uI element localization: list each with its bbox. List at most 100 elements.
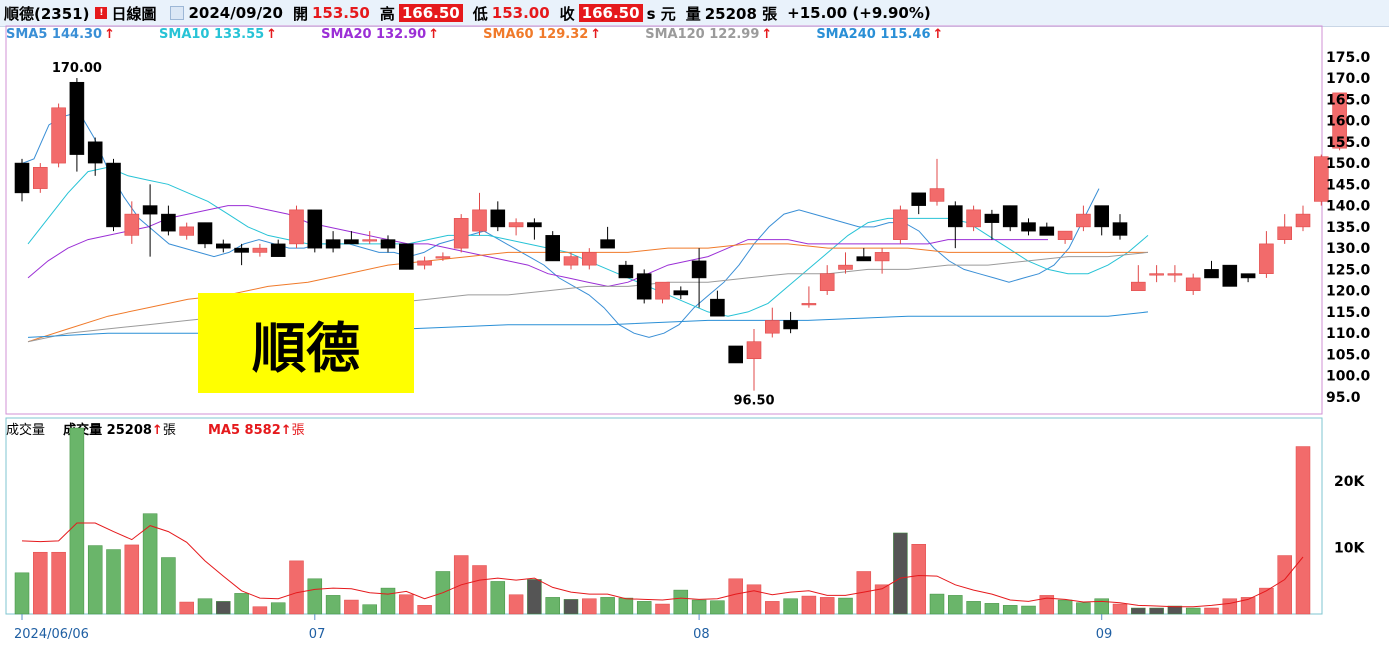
price-panel-frame <box>5 25 1323 415</box>
candle-body <box>764 320 780 334</box>
volume-bar <box>289 560 304 615</box>
candle-body <box>874 252 890 262</box>
candle-body <box>1039 226 1055 236</box>
candle <box>1240 273 1256 283</box>
candle-body <box>51 107 66 164</box>
candle-body <box>1076 213 1091 228</box>
volume-bar <box>1259 587 1274 615</box>
candle-body <box>545 235 561 262</box>
unit-label: s 元 <box>646 4 676 23</box>
chart-type-label[interactable]: 日線圖 <box>111 4 157 23</box>
candle <box>1094 205 1109 236</box>
up-arrow-icon: ↑ <box>761 27 773 42</box>
volume-tick-label: 20K <box>1334 474 1365 490</box>
volume-bar <box>124 544 140 615</box>
candle-body <box>197 222 213 245</box>
ma-legend-label: SMA5 144.30 <box>6 27 103 42</box>
candle <box>69 78 85 172</box>
low-value: 153.00 <box>491 4 550 22</box>
candle <box>1167 265 1183 283</box>
candle-body <box>1259 243 1274 274</box>
volume-panel-frame <box>5 417 1323 615</box>
candle <box>307 209 323 253</box>
candle <box>435 252 451 261</box>
volume-bar <box>1167 605 1183 615</box>
price-tick-label: 175.0 <box>1326 50 1371 66</box>
candle <box>508 218 524 236</box>
volume-bar <box>1021 605 1036 615</box>
candle <box>618 260 634 279</box>
candle-body <box>655 281 670 300</box>
candle-body <box>1240 273 1256 279</box>
volume-bar <box>472 565 487 615</box>
volume-bar <box>325 595 341 615</box>
candle <box>764 307 780 338</box>
volume-bar <box>399 594 414 615</box>
up-arrow-icon: ↑ <box>428 27 440 42</box>
candle <box>1149 265 1164 283</box>
low-label: 低 <box>472 4 488 23</box>
candle <box>1204 260 1219 279</box>
x-tick-label: 08 <box>693 627 710 642</box>
candle <box>1112 214 1128 240</box>
volume-bar <box>600 597 615 615</box>
candle <box>1295 205 1311 232</box>
candle-body <box>32 167 48 189</box>
x-tick-label: 2024/06/06 <box>14 627 89 642</box>
candle-body <box>636 273 652 300</box>
price-tick-label: 165.0 <box>1326 92 1371 108</box>
high-value: 166.50 <box>398 4 463 22</box>
candle <box>398 243 414 270</box>
up-arrow-icon: ↑ <box>280 423 292 438</box>
candle <box>106 158 121 232</box>
candle-body <box>929 188 945 202</box>
price-tick-label: 110.0 <box>1326 326 1371 342</box>
candle <box>1277 214 1292 244</box>
ma-line-sma20 <box>27 205 1048 287</box>
candle <box>197 222 213 249</box>
volume-label: 量 <box>685 4 701 23</box>
candle-body <box>1002 205 1018 228</box>
candle <box>417 256 432 270</box>
candle-body <box>581 252 597 266</box>
volume-bar <box>307 578 323 615</box>
volume-bar <box>728 578 743 615</box>
volume-bar <box>1277 555 1292 615</box>
candle <box>490 201 506 232</box>
candle-body <box>947 205 963 228</box>
price-tick-label: 135.0 <box>1326 220 1371 236</box>
volume-bar <box>216 601 231 615</box>
price-tick-label: 145.0 <box>1326 177 1371 193</box>
candle-body <box>801 303 817 306</box>
up-arrow-icon: ↑ <box>590 27 602 42</box>
change-value: +15.00 (+9.90%) <box>787 4 931 22</box>
candle-body <box>87 141 103 164</box>
volume-bar <box>783 598 798 615</box>
candle <box>728 345 744 364</box>
quote-date: 2024/09/20 <box>188 4 283 22</box>
candle-body <box>783 320 798 330</box>
candle <box>344 231 359 245</box>
volume-legend-value: 成交量 25208↑張 <box>63 423 190 438</box>
ma-legend-item: SMA60 129.32 ↑ <box>483 27 623 42</box>
volume-bar <box>563 599 579 615</box>
menu-icon[interactable]: ! <box>95 7 108 19</box>
volume-bar <box>1112 603 1128 615</box>
candle <box>124 201 140 244</box>
chart-type-dropdown-icon[interactable] <box>170 6 185 20</box>
volume-bar <box>362 604 377 615</box>
candle <box>216 239 231 253</box>
candle-body <box>417 260 432 266</box>
candle-body <box>1021 222 1036 232</box>
candle-body <box>453 218 469 249</box>
volume-bar <box>545 597 560 615</box>
up-arrow-icon: ↑ <box>104 27 116 42</box>
volume-bar <box>1076 602 1091 615</box>
candle-body <box>819 273 835 291</box>
candle-body <box>527 222 542 228</box>
price-tick-label: 170.0 <box>1326 71 1371 87</box>
price-tick-label: 115.0 <box>1326 305 1371 321</box>
volume-bar <box>582 598 597 615</box>
candle-body <box>1131 281 1146 291</box>
